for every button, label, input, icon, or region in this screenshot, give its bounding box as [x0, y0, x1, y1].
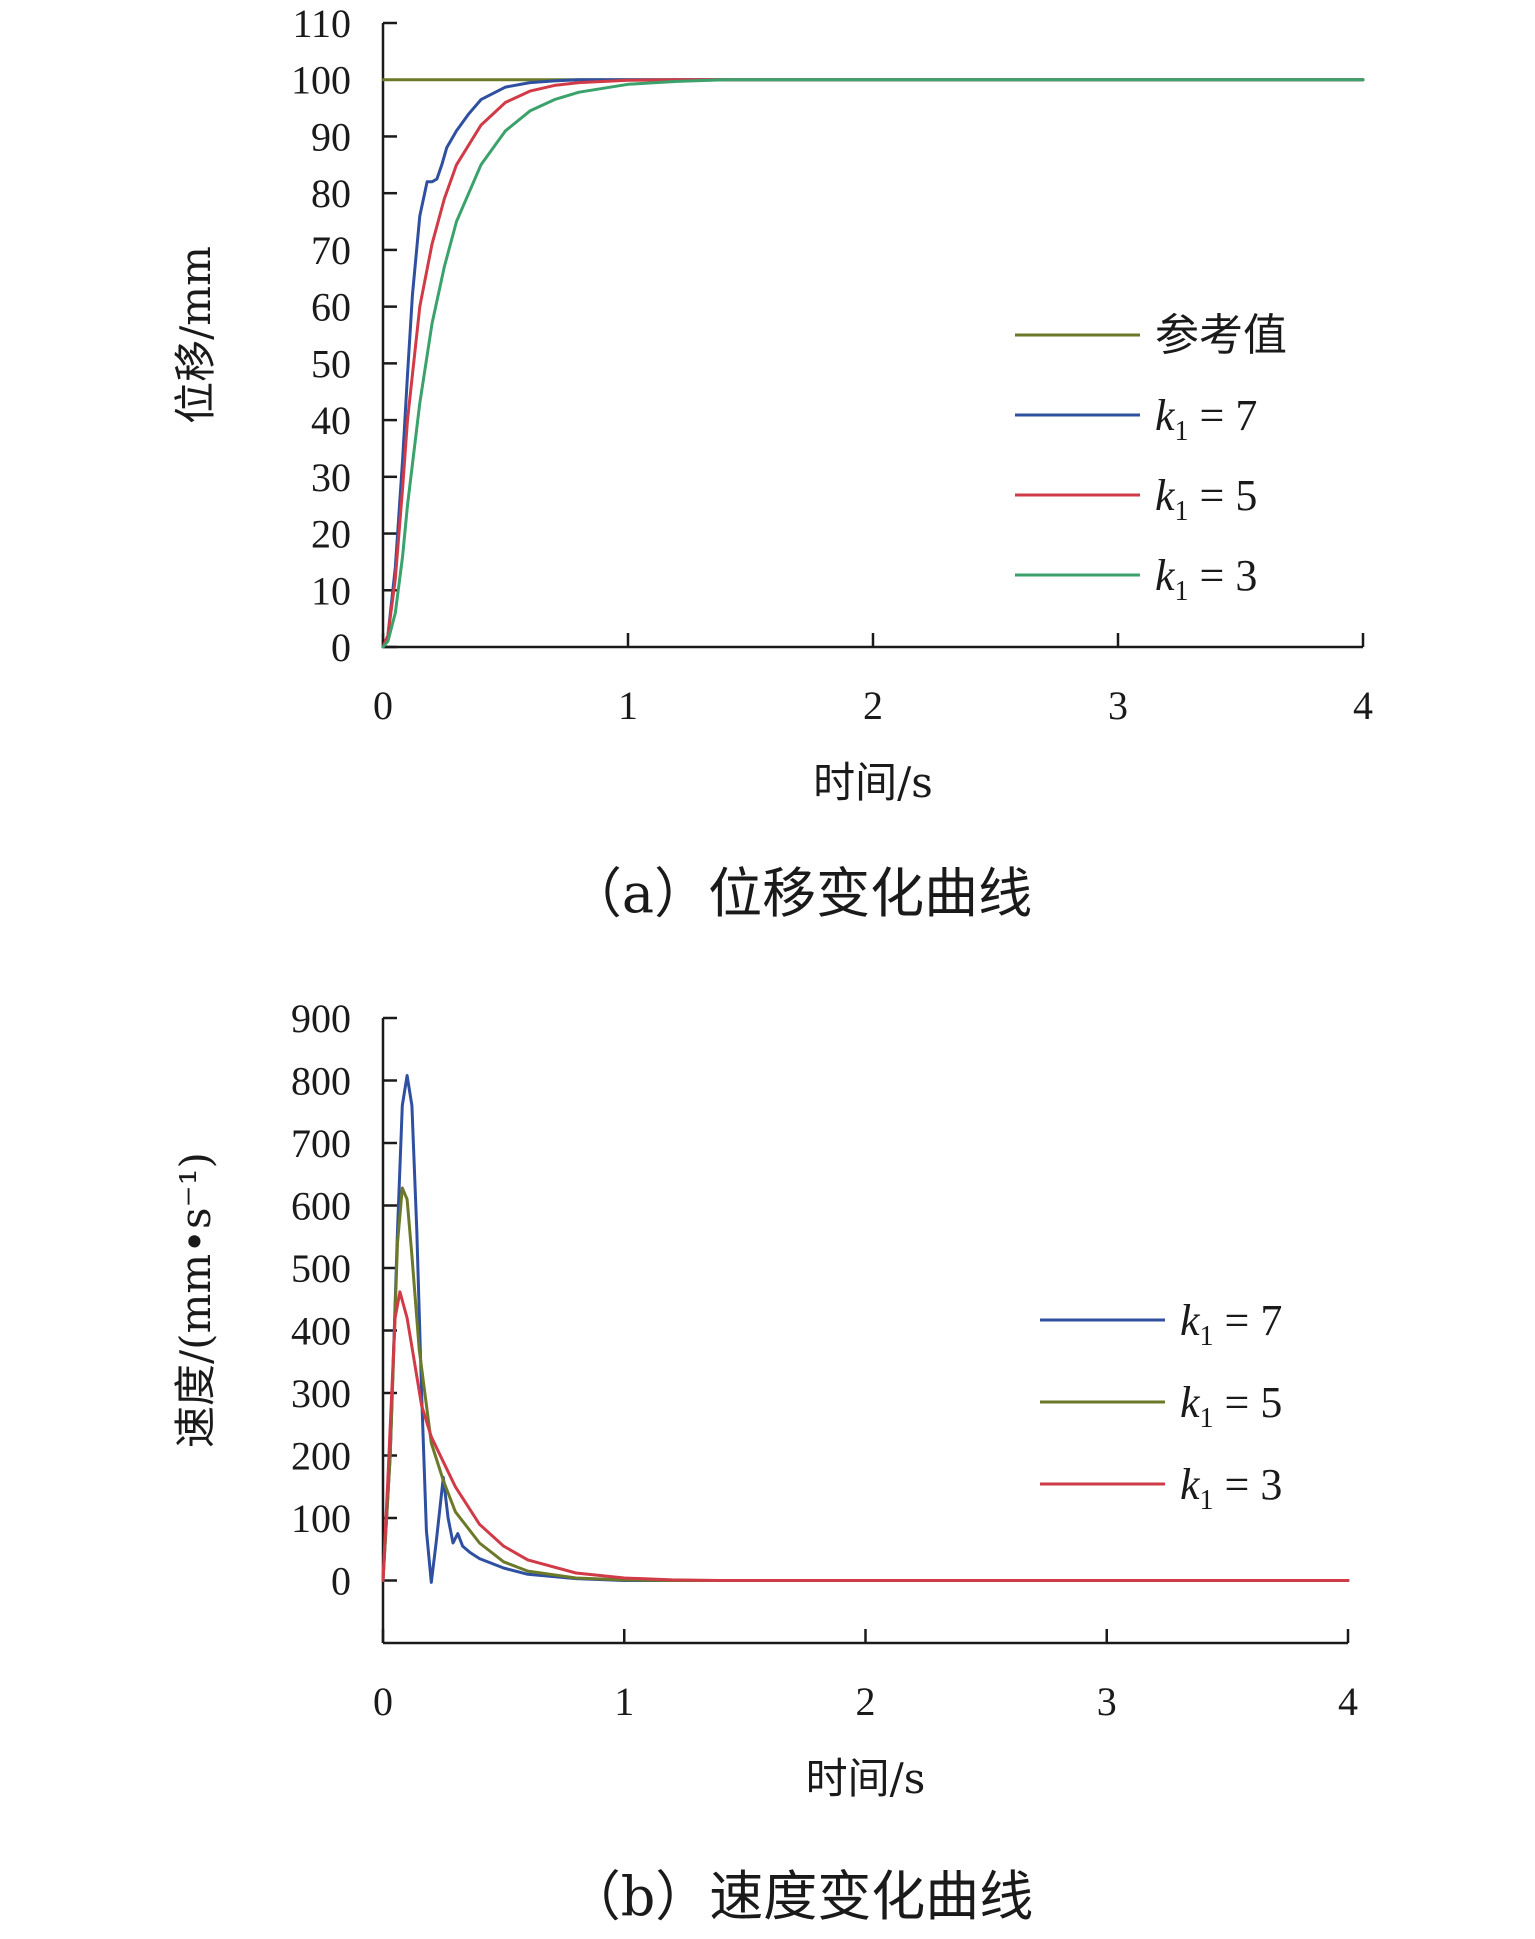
y-axis-label: 位移/mm	[171, 246, 220, 424]
y-tick-label: 600	[291, 1184, 351, 1229]
legend-label-2: k1 = 5	[1155, 471, 1257, 527]
y-axis-label: 速度/(mm•s⁻¹)	[171, 1152, 220, 1448]
legend-sub: 1	[1200, 1403, 1214, 1434]
legend-name: 参考值	[1155, 311, 1287, 360]
series-line-1	[381, 78, 1365, 649]
x-axis-label: 时间/s	[806, 1754, 926, 1803]
y-tick-label: 800	[291, 1059, 351, 1104]
legend-label-1: k1 = 7	[1155, 391, 1257, 447]
chart-displacement: 0 10 20 30 40 50 60 70 80 90 100 110 0 1 2 3 4 时间/s 位移/mm 参…	[171, 1, 1373, 807]
y-tick-label: 400	[291, 1309, 351, 1354]
legend-var: k	[1155, 551, 1176, 600]
legend-label-0: k1 = 7	[1180, 1296, 1282, 1352]
y-tick-label: 300	[291, 1371, 351, 1416]
legend-rest: = 5	[1214, 1378, 1283, 1427]
y-tick-label: 900	[291, 996, 351, 1041]
chart-b-caption: （b）速度变化曲线	[567, 1865, 1034, 1928]
legend-label-0: 参考值	[1155, 311, 1287, 360]
x-tick-label: 2	[863, 683, 883, 728]
legend-sub: 1	[1200, 1485, 1214, 1516]
y-tick-label: 40	[311, 398, 351, 443]
y-tick-label: 100	[291, 58, 351, 103]
chart-a-caption: （a）位移变化曲线	[568, 862, 1032, 925]
x-tick-label: 2	[856, 1679, 876, 1724]
legend-var: k	[1180, 1460, 1201, 1509]
y-tick-label: 90	[311, 114, 351, 159]
y-tick-label: 100	[291, 1496, 351, 1541]
y-tick-label: 0	[331, 1559, 351, 1604]
y-tick-label: 700	[291, 1121, 351, 1166]
chart-velocity: 0 100 200 300 400 500 600 700 800 900 0 1 2 3 4 时间/s 速度/…	[171, 996, 1358, 1803]
series-line-3	[381, 78, 1365, 649]
y-tick-label: 10	[311, 568, 351, 613]
x-tick-label: 4	[1338, 1679, 1358, 1724]
x-tick-label: 3	[1108, 683, 1128, 728]
legend-sub: 1	[1175, 416, 1189, 447]
y-tick-label: 110	[292, 1, 351, 46]
legend-label-1: k1 = 5	[1180, 1378, 1282, 1434]
legend-sub: 1	[1200, 1321, 1214, 1352]
legend-rest: = 5	[1189, 471, 1258, 520]
series-line-2	[381, 78, 1365, 649]
legend-rest: = 3	[1189, 551, 1258, 600]
y-tick-label: 50	[311, 341, 351, 386]
legend-rest: = 3	[1214, 1460, 1283, 1509]
legend-var: k	[1155, 471, 1176, 520]
x-axis-label: 时间/s	[813, 758, 933, 807]
legend-rest: = 7	[1214, 1296, 1283, 1345]
y-tick-label: 80	[311, 171, 351, 216]
legend-label-3: k1 = 3	[1155, 551, 1257, 607]
legend-sub: 1	[1175, 576, 1189, 607]
x-tick-label: 0	[373, 1679, 393, 1724]
y-tick-label: 30	[311, 455, 351, 500]
legend-label-2: k1 = 3	[1180, 1460, 1282, 1516]
x-tick-label: 0	[373, 683, 393, 728]
x-tick-label: 1	[618, 683, 638, 728]
series-line-1	[381, 1186, 1350, 1582]
legend-rest: = 7	[1189, 391, 1258, 440]
x-tick-label: 3	[1097, 1679, 1117, 1724]
x-tick-label: 4	[1353, 683, 1373, 728]
legend-sub: 1	[1175, 496, 1189, 527]
legend-var: k	[1180, 1378, 1201, 1427]
y-tick-label: 200	[291, 1434, 351, 1479]
y-tick-label: 60	[311, 285, 351, 330]
legend-var: k	[1155, 391, 1176, 440]
y-tick-label: 20	[311, 512, 351, 557]
series-line-2	[381, 1290, 1350, 1582]
legend-var: k	[1180, 1296, 1201, 1345]
x-tick-label: 1	[614, 1679, 634, 1724]
y-tick-label: 70	[311, 228, 351, 273]
y-tick-label: 500	[291, 1246, 351, 1291]
y-tick-label: 0	[331, 625, 351, 670]
